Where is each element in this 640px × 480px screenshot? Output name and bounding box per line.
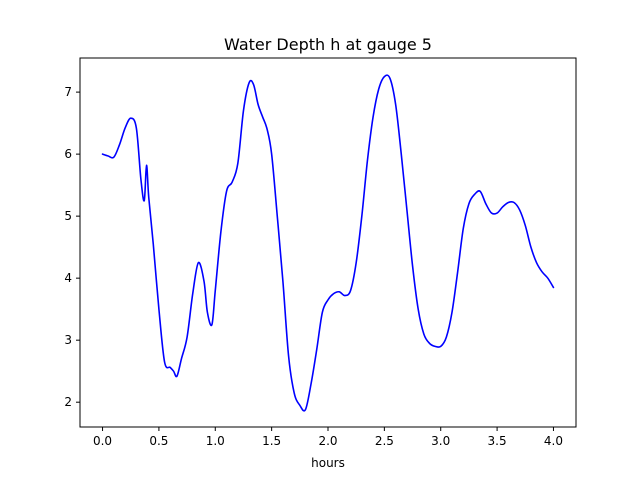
x-tick-label: 3.0	[431, 434, 450, 448]
x-tick-label: 1.5	[262, 434, 281, 448]
y-axis-ticks: 2 3 4 5 6 7	[64, 85, 80, 409]
y-tick-label: 2	[64, 395, 72, 409]
x-tick-label: 0.0	[93, 434, 112, 448]
y-tick-label: 7	[64, 85, 72, 99]
x-axis-label: hours	[311, 456, 345, 470]
x-axis-ticks: 0.0 0.5 1.0 1.5 2.0 2.5 3.0 3.5 4.0	[93, 427, 563, 448]
x-tick-label: 1.0	[206, 434, 225, 448]
axes-frame	[79, 57, 577, 428]
x-tick-label: 3.5	[488, 434, 507, 448]
chart-title: Water Depth h at gauge 5	[224, 35, 432, 54]
x-tick-label: 0.5	[149, 434, 168, 448]
y-tick-label: 5	[64, 209, 72, 223]
y-tick-label: 4	[64, 271, 72, 285]
y-tick-label: 3	[64, 333, 72, 347]
series-line-0	[101, 74, 555, 412]
x-tick-label: 4.0	[544, 434, 563, 448]
x-tick-label: 2.5	[375, 434, 394, 448]
y-tick-label: 6	[64, 147, 72, 161]
x-tick-label: 2.0	[318, 434, 337, 448]
plot-area	[101, 74, 555, 412]
